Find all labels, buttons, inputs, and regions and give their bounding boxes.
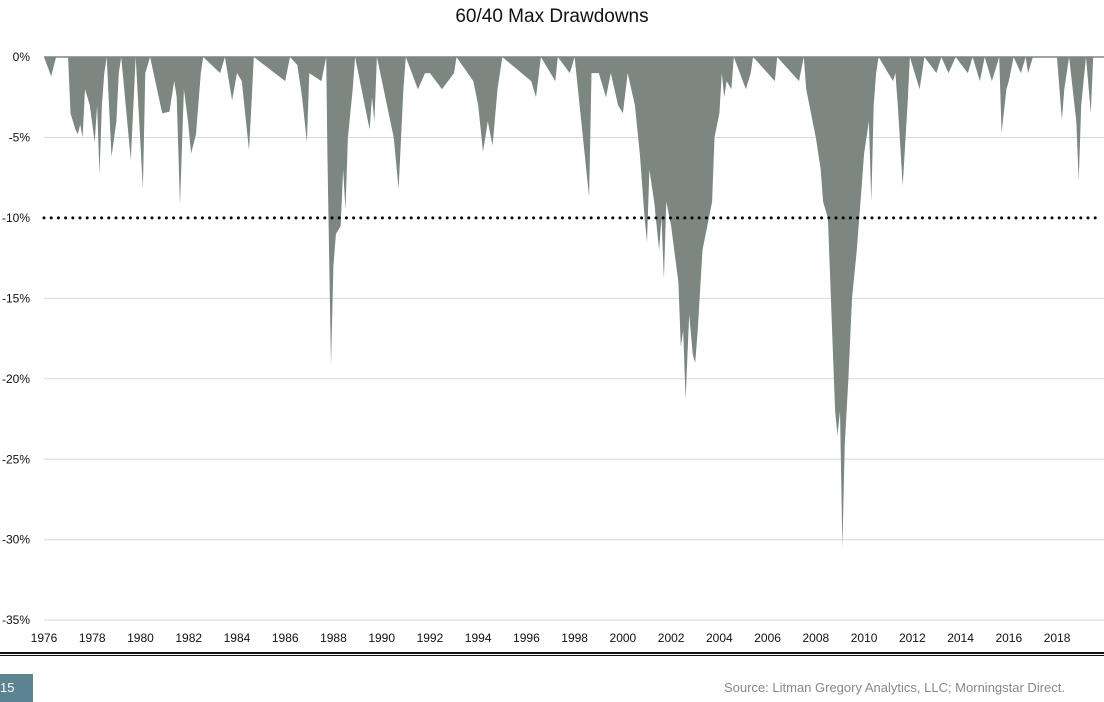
y-tick-label: -35% [2,613,30,627]
y-tick-label: -25% [2,452,30,466]
x-tick-label: 1980 [127,631,154,645]
page-number: 15 [0,674,33,702]
y-tick-label: -5% [9,130,31,144]
x-tick-label: 1996 [513,631,540,645]
x-tick-label: 1982 [175,631,202,645]
x-tick-label: 1986 [272,631,299,645]
x-tick-label: 1976 [31,631,58,645]
x-tick-label: 1984 [224,631,251,645]
x-tick-label: 2010 [851,631,878,645]
x-tick-label: 2004 [706,631,733,645]
drawdown-area [44,57,1097,548]
y-tick-label: -20% [2,372,30,386]
drawdown-series-area [44,57,1097,548]
x-tick-label: 1998 [561,631,588,645]
x-tick-label: 1994 [465,631,492,645]
y-tick-label: -10% [2,211,30,225]
x-tick-label: 2016 [995,631,1022,645]
x-tick-label: 2002 [658,631,685,645]
x-tick-label: 2000 [610,631,637,645]
footer-divider [0,652,1104,656]
x-tick-label: 2018 [1044,631,1071,645]
x-tick-label: 2006 [754,631,781,645]
x-axis-labels: 1976 1978 1980 1982 1984 1986 1988 1990 1992 1994… [31,631,1071,645]
x-tick-label: 2012 [899,631,926,645]
x-tick-label: 1990 [368,631,395,645]
y-tick-label: -30% [2,533,30,547]
gridlines [44,56,1104,621]
y-axis-labels: 0% -5% -10% -15% -20% -25% -30% -35% [2,50,30,627]
drawdown-chart: 0%-5%-10%-15%-20%-25%-30%-35% 1976 1978 19… [2,50,1104,645]
chart-title: 60/40 Max Drawdowns [455,6,649,27]
x-tick-label: 2014 [947,631,974,645]
x-tick-label: 1988 [320,631,347,645]
source-note: Source: Litman Gregory Analytics, LLC; M… [723,680,1065,695]
y-tick-label: -15% [2,291,30,305]
x-tick-label: 1978 [79,631,106,645]
x-tick-label: 2008 [802,631,829,645]
x-tick-label: 1992 [417,631,444,645]
y-tick-label: 0% [13,50,31,64]
